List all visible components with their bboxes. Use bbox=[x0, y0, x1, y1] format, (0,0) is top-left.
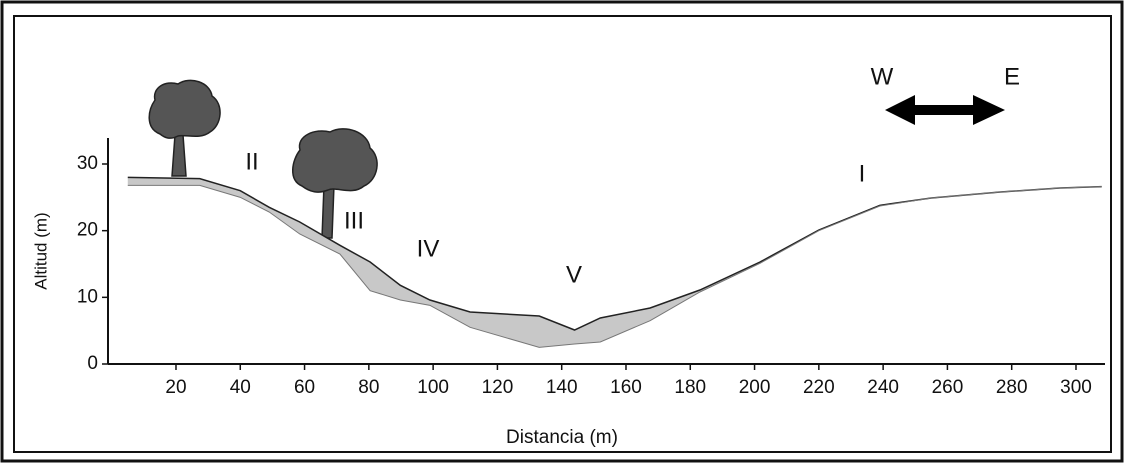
x-tick-label: 40 bbox=[230, 377, 251, 398]
x-tick-label: 300 bbox=[1060, 377, 1092, 398]
y-tick-label: 0 bbox=[87, 353, 98, 374]
inner-frame bbox=[13, 15, 1112, 453]
annotation: E bbox=[1004, 63, 1020, 90]
direction-arrow bbox=[885, 95, 1005, 125]
annotation: V bbox=[566, 261, 582, 288]
x-tick-label: 140 bbox=[546, 377, 578, 398]
deposit-fill bbox=[127, 177, 1102, 348]
x-tick-label: 280 bbox=[996, 377, 1028, 398]
x-tick-label: 100 bbox=[417, 377, 449, 398]
x-tick-label: 180 bbox=[674, 377, 706, 398]
x-tick-label: 160 bbox=[610, 377, 642, 398]
annotation: III bbox=[344, 207, 364, 234]
y-tick-label: 30 bbox=[77, 153, 98, 174]
x-tick-label: 60 bbox=[294, 377, 315, 398]
x-tick-label: 120 bbox=[482, 377, 514, 398]
tree bbox=[148, 79, 221, 177]
y-tick-label: 20 bbox=[77, 220, 98, 241]
x-tick-label: 260 bbox=[932, 377, 964, 398]
x-tick-label: 240 bbox=[867, 377, 899, 398]
annotation: IV bbox=[417, 235, 440, 262]
x-tick-label: 200 bbox=[739, 377, 771, 398]
x-tick-label: 220 bbox=[803, 377, 835, 398]
y-tick-label: 10 bbox=[77, 286, 98, 307]
annotation: II bbox=[245, 148, 258, 175]
bedrock-line bbox=[127, 184, 1102, 348]
annotation: W bbox=[871, 63, 894, 90]
y-axis-label: Altitud (m) bbox=[31, 212, 50, 289]
x-tick-label: 80 bbox=[358, 377, 379, 398]
x-tick-label: 20 bbox=[165, 377, 186, 398]
annotation: I bbox=[859, 160, 866, 187]
tree bbox=[292, 128, 378, 239]
x-axis-label: Distancia (m) bbox=[506, 427, 618, 448]
surface-line bbox=[127, 176, 1102, 331]
